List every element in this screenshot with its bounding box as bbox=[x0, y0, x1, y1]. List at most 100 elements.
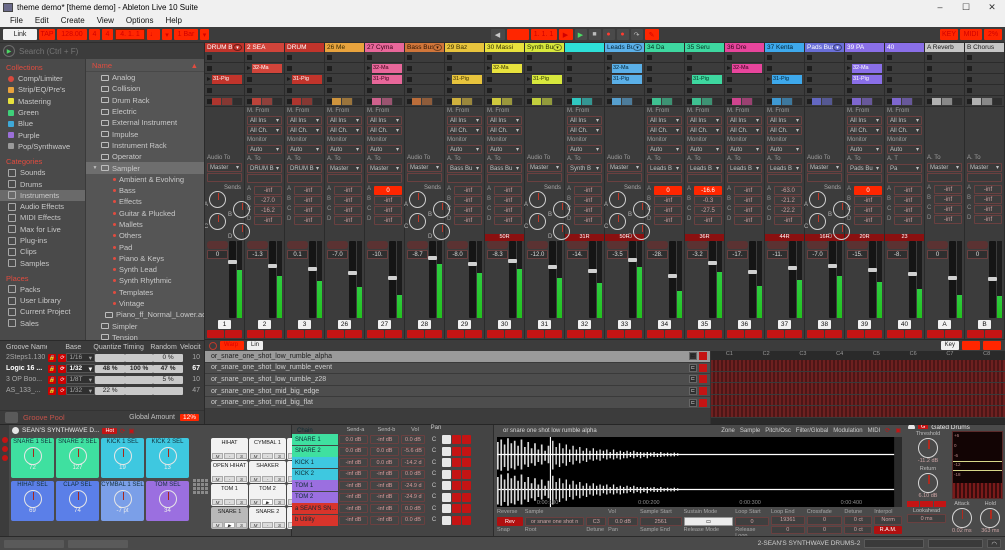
clip-row[interactable] bbox=[885, 74, 924, 85]
chain-vol[interactable]: -24.9 d bbox=[401, 492, 425, 502]
fader-handle[interactable] bbox=[908, 272, 917, 276]
audio-to-value[interactable]: Master ▾ bbox=[327, 164, 362, 173]
send-fields[interactable]: A -inf B -inf C -inf D -inf bbox=[567, 186, 602, 225]
io-section[interactable]: M. From All Ins ▾ All Ch. ▾ Monitor Auto ▾ A. To… bbox=[565, 107, 604, 184]
sends-section[interactable]: A 0 B -inf C -inf D -inf bbox=[845, 184, 884, 234]
fader-zone[interactable]: -8.7 bbox=[405, 241, 444, 319]
volume-fader[interactable] bbox=[788, 241, 797, 318]
send-knob-a[interactable]: A bbox=[404, 191, 426, 208]
pad-mute-button[interactable]: M bbox=[212, 522, 223, 528]
clip-delete-icon[interactable] bbox=[699, 398, 707, 407]
clip-row[interactable] bbox=[845, 52, 884, 63]
clip-toolbar-pill-b[interactable] bbox=[983, 341, 1001, 350]
sends-section[interactable]: A 0 B -inf C -inf D -inf bbox=[365, 184, 404, 234]
chain-hotswap-button[interactable] bbox=[462, 446, 471, 456]
volume-fader[interactable] bbox=[868, 241, 877, 318]
mixer-strip-2-sea[interactable]: 2 SEA 32-Ma M. From All Ins ▾ All Ch. ▾ Monitor… bbox=[245, 43, 285, 339]
monitor-value[interactable]: Auto ▾ bbox=[767, 145, 802, 154]
clip-stop-icon[interactable] bbox=[487, 87, 492, 93]
clip-stop-icon[interactable] bbox=[247, 54, 252, 60]
chain-row-snare-2[interactable]: SNARE 2 0.0 dB 0.0 dB -5.6 dB C bbox=[292, 445, 493, 458]
macro-knob[interactable] bbox=[68, 490, 87, 508]
monitor-value[interactable]: Auto ▾ bbox=[567, 145, 602, 154]
browser-row-5[interactable]: Impulse bbox=[86, 128, 204, 139]
collection-item-5[interactable]: Purple bbox=[0, 129, 85, 140]
macro-2[interactable]: KICK 1 SEL 19 bbox=[101, 438, 144, 478]
tap-tempo-button[interactable]: TAP bbox=[39, 29, 55, 40]
volume-box[interactable]: -7.0 bbox=[807, 241, 828, 318]
chain-row-kick-2[interactable]: KICK 2 -inf dB -inf dB 0.0 dB C bbox=[292, 468, 493, 481]
track-fold-icon[interactable]: ▾ bbox=[553, 44, 562, 51]
volume-fader[interactable] bbox=[828, 241, 837, 318]
track-name[interactable]: 2 SEA bbox=[245, 43, 284, 52]
clip-slot[interactable]: 31-Pig bbox=[292, 74, 322, 84]
key-button[interactable]: Key bbox=[940, 341, 959, 350]
chain-send-b[interactable]: -inf dB bbox=[370, 504, 399, 514]
pan-control[interactable] bbox=[727, 241, 748, 249]
key-zone-lane[interactable] bbox=[711, 360, 1005, 372]
mixer-strip-pads-buss[interactable]: Pads Buss▾ Audio ToMaster▾SendsABCD16R-7… bbox=[804, 43, 850, 339]
hold-knob[interactable] bbox=[980, 508, 1001, 528]
loop-length-menu[interactable]: ▾ bbox=[200, 29, 209, 40]
ram-button[interactable]: R.A.M. bbox=[874, 525, 902, 534]
pan-control[interactable] bbox=[927, 241, 948, 249]
volume-box[interactable]: 0.1 bbox=[287, 241, 308, 318]
track-number-row[interactable]: B bbox=[965, 319, 1004, 330]
follow-button[interactable]: ↷ bbox=[630, 29, 643, 40]
clip-slot[interactable]: 32-Ma bbox=[852, 63, 882, 73]
send-knob-c[interactable]: C bbox=[524, 213, 546, 230]
pad-mid-button[interactable]: - bbox=[262, 476, 273, 482]
chain-hotswap-button[interactable] bbox=[462, 504, 471, 514]
io-section[interactable]: M. From All Ins ▾ All Ch. ▾ Monitor Auto ▾ A. To… bbox=[765, 107, 804, 184]
midi-channel-value[interactable]: All Ch. ▾ bbox=[327, 126, 362, 135]
chain-pan[interactable]: C bbox=[431, 448, 437, 455]
midi-from-value[interactable]: All Ins ▾ bbox=[367, 116, 402, 125]
send-fields[interactable]: A 0 B -inf C -inf D -inf bbox=[367, 186, 402, 225]
clip-row[interactable] bbox=[405, 74, 444, 85]
audio-to-value[interactable]: Leads B ▾ bbox=[727, 164, 762, 173]
solo-button[interactable] bbox=[607, 330, 624, 338]
groove-base[interactable]: 1/8T ▾ bbox=[66, 375, 95, 384]
release-loop-value[interactable]: 0 bbox=[770, 525, 805, 534]
clip-slot[interactable] bbox=[773, 64, 802, 73]
volume-value[interactable]: -8.0 bbox=[447, 250, 468, 259]
track-buttons[interactable] bbox=[725, 330, 764, 339]
clip-slot[interactable]: 31-Pig bbox=[212, 74, 242, 84]
pan-control[interactable] bbox=[527, 241, 548, 249]
fader-zone[interactable]: -7.0 bbox=[805, 241, 844, 319]
mixer-strip-34-da[interactable]: 34 Da M. From All Ins ▾ All Ch. ▾ Monitor Auto ▾… bbox=[645, 43, 685, 339]
clip-slot[interactable] bbox=[373, 53, 402, 62]
track-number-row[interactable]: A bbox=[925, 319, 964, 330]
clip-slot[interactable] bbox=[253, 75, 282, 84]
clip-slot[interactable] bbox=[253, 86, 282, 95]
send-value-b[interactable]: -inf bbox=[854, 196, 882, 205]
collection-item-1[interactable]: Strip/EQ/Pre's bbox=[0, 84, 85, 95]
groove-row[interactable]: AS_133_... 🔒 ⟳ 1/32 ▾ 22 % 47 bbox=[0, 385, 204, 396]
send-knobs[interactable]: Sends A B C D bbox=[404, 185, 450, 240]
browser-row-0[interactable]: Analog bbox=[86, 72, 204, 83]
clip-slot[interactable]: 32-Ma bbox=[612, 63, 642, 73]
mixer-strip-drum-bu[interactable]: DRUM BU▾31-Pig Audio ToMaster▾SendsABCD0… bbox=[205, 43, 250, 339]
peak-indicator[interactable]: 16R bbox=[805, 234, 844, 241]
clip-slot[interactable] bbox=[573, 53, 602, 62]
stop-all-clips[interactable] bbox=[245, 96, 284, 107]
track-buttons[interactable] bbox=[925, 330, 964, 339]
midi-channel-value[interactable]: All Ch. ▾ bbox=[447, 126, 482, 135]
clip-slots[interactable]: 31-Pig bbox=[205, 52, 244, 96]
pad-mute-button[interactable]: M bbox=[250, 453, 261, 459]
chain-pan[interactable]: C bbox=[431, 471, 437, 478]
groove-velocity[interactable]: 10 bbox=[192, 354, 200, 361]
track-fold-icon[interactable]: ▾ bbox=[633, 44, 642, 51]
clip-slots[interactable]: 32-Ma bbox=[245, 52, 284, 96]
fader-handle[interactable] bbox=[228, 260, 237, 264]
clip-stop-icon[interactable] bbox=[807, 76, 812, 82]
send-value-a[interactable]: 0 bbox=[854, 186, 882, 195]
stop-all-clips[interactable] bbox=[605, 96, 644, 107]
volume-box[interactable]: 0 bbox=[967, 241, 988, 318]
transport-bar[interactable]: Link TAP 128.00 4 4 4. 1. 1 ♩ ▾ 1 Bar ▾ … bbox=[0, 27, 1005, 43]
io-section[interactable]: M. From All Ins ▾ All Ch. ▾ Monitor Auto ▾ A. To… bbox=[365, 107, 404, 184]
track-buttons[interactable] bbox=[365, 330, 404, 339]
clip-row[interactable] bbox=[725, 74, 764, 85]
